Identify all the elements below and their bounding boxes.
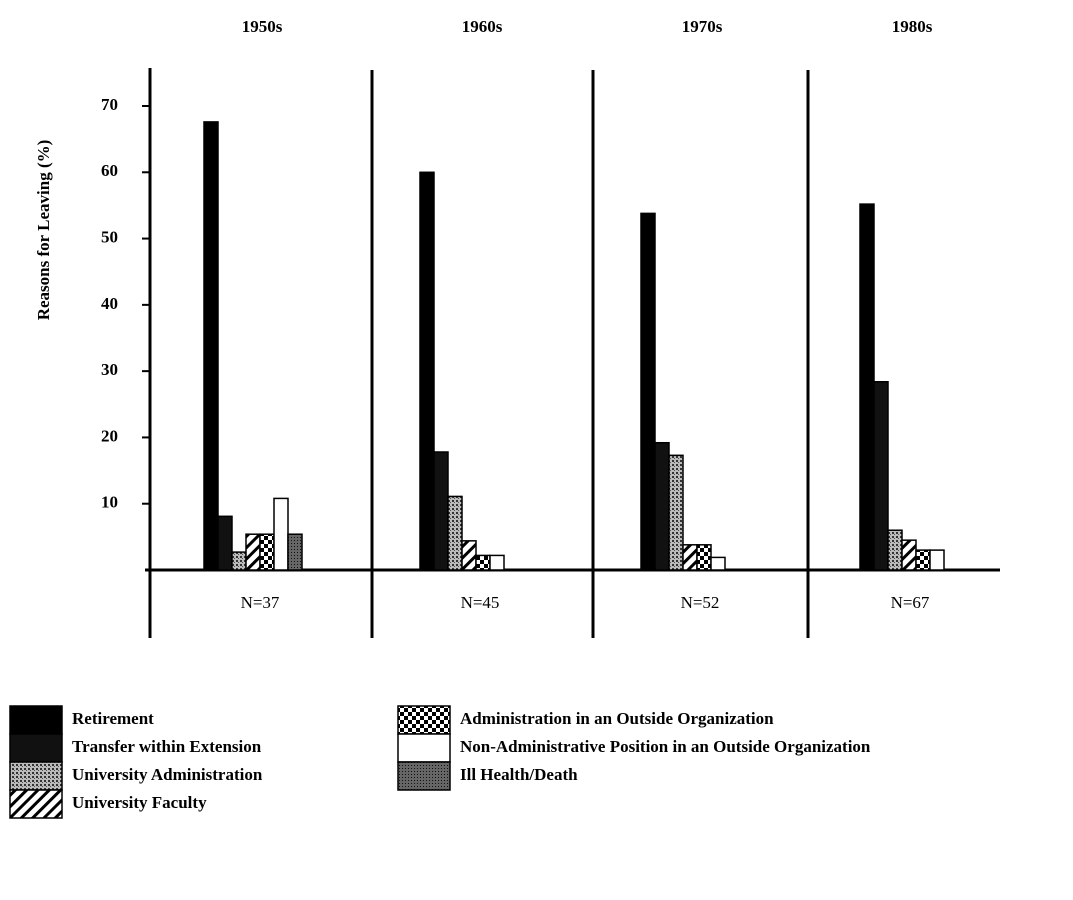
group-n-label: N=37 bbox=[241, 593, 280, 612]
legend-label: Non-Administrative Position in an Outsid… bbox=[460, 737, 871, 756]
y-tick-label: 10 bbox=[101, 493, 118, 512]
group-label: 1960s bbox=[462, 17, 503, 36]
bar bbox=[654, 441, 670, 571]
bar bbox=[915, 549, 931, 571]
y-axis-label: Reasons for Leaving (%) bbox=[34, 140, 53, 321]
y-tick-label: 40 bbox=[101, 294, 118, 313]
bar bbox=[489, 554, 505, 571]
legend-swatch bbox=[397, 761, 451, 791]
bar bbox=[231, 551, 247, 571]
group-n-label: N=67 bbox=[891, 593, 930, 612]
bar bbox=[873, 380, 889, 571]
bar bbox=[640, 212, 656, 571]
bar bbox=[859, 203, 875, 571]
legend-label: University Faculty bbox=[72, 793, 207, 812]
legend-swatch bbox=[397, 705, 451, 735]
legend-label: Retirement bbox=[72, 709, 154, 728]
legend-swatch bbox=[9, 705, 63, 735]
legend-label: University Administration bbox=[72, 765, 263, 784]
y-tick-label: 60 bbox=[101, 161, 118, 180]
legend-label: Ill Health/Death bbox=[460, 765, 578, 784]
bar bbox=[433, 451, 449, 571]
y-tick-label: 50 bbox=[101, 227, 118, 246]
bar bbox=[901, 539, 917, 571]
bar bbox=[447, 495, 463, 571]
legend-swatch bbox=[397, 733, 451, 763]
bar bbox=[287, 533, 303, 571]
legend-swatch bbox=[9, 789, 63, 819]
bar bbox=[929, 549, 945, 571]
group-label: 1970s bbox=[682, 17, 723, 36]
group-n-label: N=52 bbox=[681, 593, 720, 612]
legend-label: Administration in an Outside Organizatio… bbox=[460, 709, 774, 728]
bar bbox=[203, 121, 219, 571]
bar bbox=[668, 454, 684, 571]
bar bbox=[419, 171, 435, 571]
bar bbox=[887, 529, 903, 571]
group-label: 1980s bbox=[892, 17, 933, 36]
bar bbox=[273, 497, 289, 571]
bar bbox=[217, 515, 233, 571]
group-label: 1950s bbox=[242, 17, 283, 36]
group-n-label: N=45 bbox=[461, 593, 500, 612]
bar bbox=[461, 540, 477, 571]
bar bbox=[475, 554, 491, 571]
y-tick-label: 70 bbox=[101, 95, 118, 114]
bar bbox=[245, 533, 261, 571]
y-tick-label: 30 bbox=[101, 360, 118, 379]
bar bbox=[696, 544, 712, 571]
legend-label: Transfer within Extension bbox=[72, 737, 262, 756]
legend-swatch bbox=[9, 761, 63, 791]
bar bbox=[259, 533, 275, 571]
bar bbox=[710, 556, 726, 571]
bar bbox=[682, 544, 698, 571]
y-tick-label: 20 bbox=[101, 426, 118, 445]
legend-swatch bbox=[9, 733, 63, 763]
